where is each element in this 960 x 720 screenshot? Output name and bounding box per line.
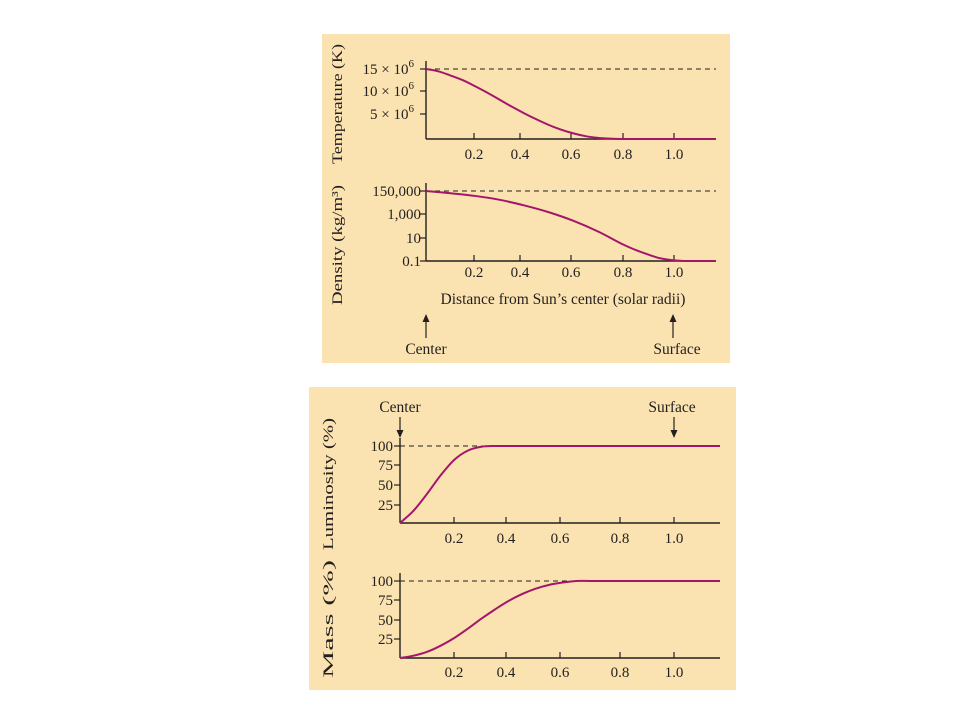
luminosity-x-tick-label: 1.0 xyxy=(665,531,684,547)
luminosity-x-tick-label: 0.8 xyxy=(611,531,630,547)
mass-y-tick-label: 100 xyxy=(371,574,394,590)
center-label: Center xyxy=(405,341,447,358)
luminosity-curve xyxy=(399,444,720,524)
density-x-tick-label: 0.4 xyxy=(511,265,530,281)
temperature-x-tick-label: 0.6 xyxy=(562,147,581,163)
density-curve xyxy=(425,190,716,263)
temperature-x-tick-label: 1.0 xyxy=(665,147,684,163)
density-x-tick-label: 0.2 xyxy=(465,265,484,281)
center-arrow-down-icon xyxy=(396,417,404,438)
mass-x-tick-label: 0.8 xyxy=(611,665,630,681)
luminosity-x-tick-label: 0.2 xyxy=(445,531,464,547)
temperature-y-tick-label: 5 × 106 xyxy=(370,103,414,123)
density-y-tick-label: 0.1 xyxy=(402,254,421,270)
surface-label-bottom: Surface xyxy=(648,399,695,416)
density-y-tick-label: 10 xyxy=(406,231,421,247)
density-x-tick-label: 1.0 xyxy=(665,265,684,281)
temperature-x-tick-label: 0.4 xyxy=(511,147,530,163)
mass-x-tick-label: 1.0 xyxy=(665,665,684,681)
mass-x-tick-label: 0.4 xyxy=(497,665,516,681)
distance-axis-label: Distance from Sun’s center (solar radii) xyxy=(441,291,686,308)
luminosity-y-tick-label: 25 xyxy=(378,498,393,514)
luminosity-x-tick-label: 0.6 xyxy=(551,531,570,547)
surface-arrow-down-icon xyxy=(670,417,678,438)
mass-y-tick-label: 50 xyxy=(378,613,393,629)
surface-arrow-icon xyxy=(669,314,677,338)
mass-y-tick-label: 75 xyxy=(378,593,393,609)
mass-x-tick-label: 0.6 xyxy=(551,665,570,681)
bottom-panel-background xyxy=(309,387,736,690)
density-y-tick-label: 150,000 xyxy=(372,184,421,200)
density-x-tick-label: 0.8 xyxy=(614,265,633,281)
center-label-bottom: Center xyxy=(379,399,421,416)
temperature-x-tick-label: 0.8 xyxy=(614,147,633,163)
temperature-y-axis-label: Temperature (K) xyxy=(330,44,346,164)
density-y-tick-label: 1,000 xyxy=(387,207,421,223)
density-y-axis-label: Density (kg/m³) xyxy=(330,185,346,305)
surface-label: Surface xyxy=(653,341,700,358)
density-x-tick-label: 0.6 xyxy=(562,265,581,281)
mass-chart: 100 75 50 25 0.2 0.4 0.6 0.8 1.0 Mass (%) xyxy=(321,560,720,681)
top-panel-background xyxy=(322,34,730,363)
temperature-curve xyxy=(425,68,716,140)
mass-x-tick-label: 0.2 xyxy=(445,665,464,681)
luminosity-y-axis-label: Luminosity (%) xyxy=(321,418,337,550)
mass-y-axis-label: Mass (%) xyxy=(321,560,337,678)
center-arrow-icon xyxy=(422,314,430,338)
luminosity-y-tick-label: 50 xyxy=(378,478,393,494)
luminosity-y-tick-label: 100 xyxy=(371,439,394,455)
temperature-y-tick-label: 10 × 106 xyxy=(363,80,415,100)
mass-curve xyxy=(399,579,720,659)
density-chart: 150,000 1,000 10 0.1 0.2 0.4 0.6 0.8 1.0 Density … xyxy=(330,183,716,305)
mass-y-tick-label: 25 xyxy=(378,632,393,648)
temperature-y-tick-label: 15 × 106 xyxy=(363,58,415,78)
luminosity-chart: 100 75 50 25 0.2 0.4 0.6 0.8 1.0 Luminosity (%) xyxy=(321,418,720,550)
temperature-x-tick-label: 0.2 xyxy=(465,147,484,163)
luminosity-y-tick-label: 75 xyxy=(378,458,393,474)
luminosity-x-tick-label: 0.4 xyxy=(497,531,516,547)
